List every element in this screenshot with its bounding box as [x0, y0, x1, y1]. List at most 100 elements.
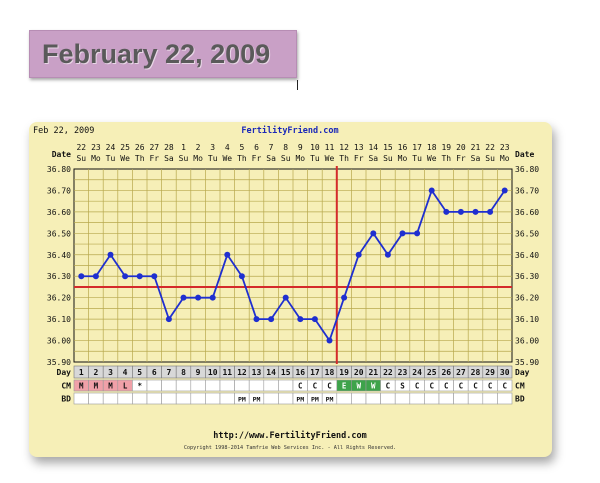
weekday-label: Sa	[471, 154, 481, 163]
temperature-point	[122, 273, 129, 280]
temperature-point	[472, 208, 479, 215]
weekday-label: We	[325, 154, 335, 163]
temperature-point	[428, 187, 435, 194]
bd-cell	[278, 392, 294, 405]
bd-cell	[161, 392, 177, 405]
weekday-label: Mo	[398, 154, 408, 163]
temperature-point	[399, 230, 406, 237]
cm-value: W	[356, 382, 361, 391]
day-number: 13	[252, 368, 262, 377]
bd-value: PM	[253, 396, 261, 404]
date-label: 4	[225, 143, 230, 152]
day-number: 6	[152, 368, 157, 377]
cm-value: C	[459, 382, 464, 391]
date-label: 23	[91, 143, 101, 152]
cm-value: *	[137, 382, 142, 391]
cm-value: C	[313, 382, 318, 391]
day-number: 8	[181, 368, 186, 377]
day-number: 12	[237, 368, 247, 377]
day-number: 30	[500, 368, 510, 377]
y-tick-label-right: 36.40	[515, 251, 539, 260]
cm-value: C	[473, 382, 478, 391]
weekday-label: Fr	[456, 154, 466, 163]
day-number: 14	[266, 368, 276, 377]
cm-cell	[278, 379, 294, 392]
date-label: 9	[298, 143, 303, 152]
bd-cell	[205, 392, 221, 405]
temperature-point	[253, 316, 260, 323]
bd-cell	[409, 392, 425, 405]
cm-value: C	[444, 382, 449, 391]
cm-value: C	[415, 382, 420, 391]
day-number: 28	[471, 368, 481, 377]
day-number: 11	[222, 368, 232, 377]
cm-value: M	[108, 382, 113, 391]
temperature-point	[238, 273, 245, 280]
bd-cell	[482, 392, 498, 405]
temperature-point	[443, 208, 450, 215]
temperature-point	[151, 273, 158, 280]
day-row-label: Day	[57, 368, 72, 377]
cm-cell	[175, 379, 192, 392]
y-tick-label-right: 36.30	[515, 272, 539, 281]
cm-value: L	[123, 382, 128, 391]
date-label: 11	[325, 143, 335, 152]
bd-row-label: BD	[61, 395, 71, 404]
y-tick-label-right: 36.60	[515, 208, 539, 217]
y-tick-label: 35.90	[47, 358, 71, 367]
day-number: 26	[441, 368, 451, 377]
day-number: 29	[485, 368, 495, 377]
day-row-label-right: Day	[515, 368, 530, 377]
date-label: 15	[383, 143, 393, 152]
day-cell	[497, 365, 513, 379]
cm-cell	[161, 379, 177, 392]
date-label: 23	[500, 143, 510, 152]
weekday-label: Su	[281, 154, 291, 163]
bd-cell	[453, 392, 469, 405]
date-label: 1	[181, 143, 186, 152]
cm-value: C	[429, 382, 434, 391]
temperature-point	[384, 251, 391, 258]
bd-cell	[351, 392, 367, 405]
cm-cell	[205, 379, 221, 392]
weekday-label: Mo	[193, 154, 203, 163]
temperature-point	[297, 316, 304, 323]
weekday-label: Su	[383, 154, 393, 163]
weekday-label: Tu	[412, 154, 422, 163]
temperature-point	[355, 251, 362, 258]
date-row-label: Date	[52, 150, 71, 159]
day-number: 22	[383, 368, 393, 377]
temperature-point	[326, 337, 333, 344]
day-number: 27	[456, 368, 466, 377]
cm-value: W	[371, 382, 376, 391]
temperature-point	[180, 294, 187, 301]
weekday-label: Th	[135, 154, 145, 163]
cm-value: C	[298, 382, 303, 391]
date-label: 14	[368, 143, 378, 152]
temperature-point	[282, 294, 289, 301]
weekday-label: Su	[179, 154, 189, 163]
text-cursor	[297, 80, 298, 90]
bd-cell	[380, 392, 396, 405]
bbt-chart: Feb 22, 2009 FertilityFriend.com Date Date 2…	[33, 125, 539, 451]
footer-copyright: Copyright 1998-2014 Tamfrie Web Services…	[184, 445, 396, 451]
cm-cell	[497, 379, 513, 392]
temperature-point	[136, 273, 143, 280]
bd-cell	[175, 392, 192, 405]
day-number: 1	[79, 368, 84, 377]
cm-row-label-right: CM	[515, 382, 525, 391]
temperature-point	[268, 316, 275, 323]
date-label: 13	[354, 143, 364, 152]
weekday-label: We	[222, 154, 232, 163]
bd-value: PM	[311, 396, 319, 404]
day-number: 20	[354, 368, 364, 377]
bd-cell	[132, 392, 148, 405]
weekday-label: Th	[237, 154, 247, 163]
bd-cell	[88, 392, 104, 405]
date-label: 22	[76, 143, 86, 152]
weekday-label: Mo	[295, 154, 305, 163]
weekday-label: Sa	[164, 154, 174, 163]
cm-value: M	[79, 382, 84, 391]
temperature-point	[414, 230, 421, 237]
temperature-point	[165, 316, 172, 323]
